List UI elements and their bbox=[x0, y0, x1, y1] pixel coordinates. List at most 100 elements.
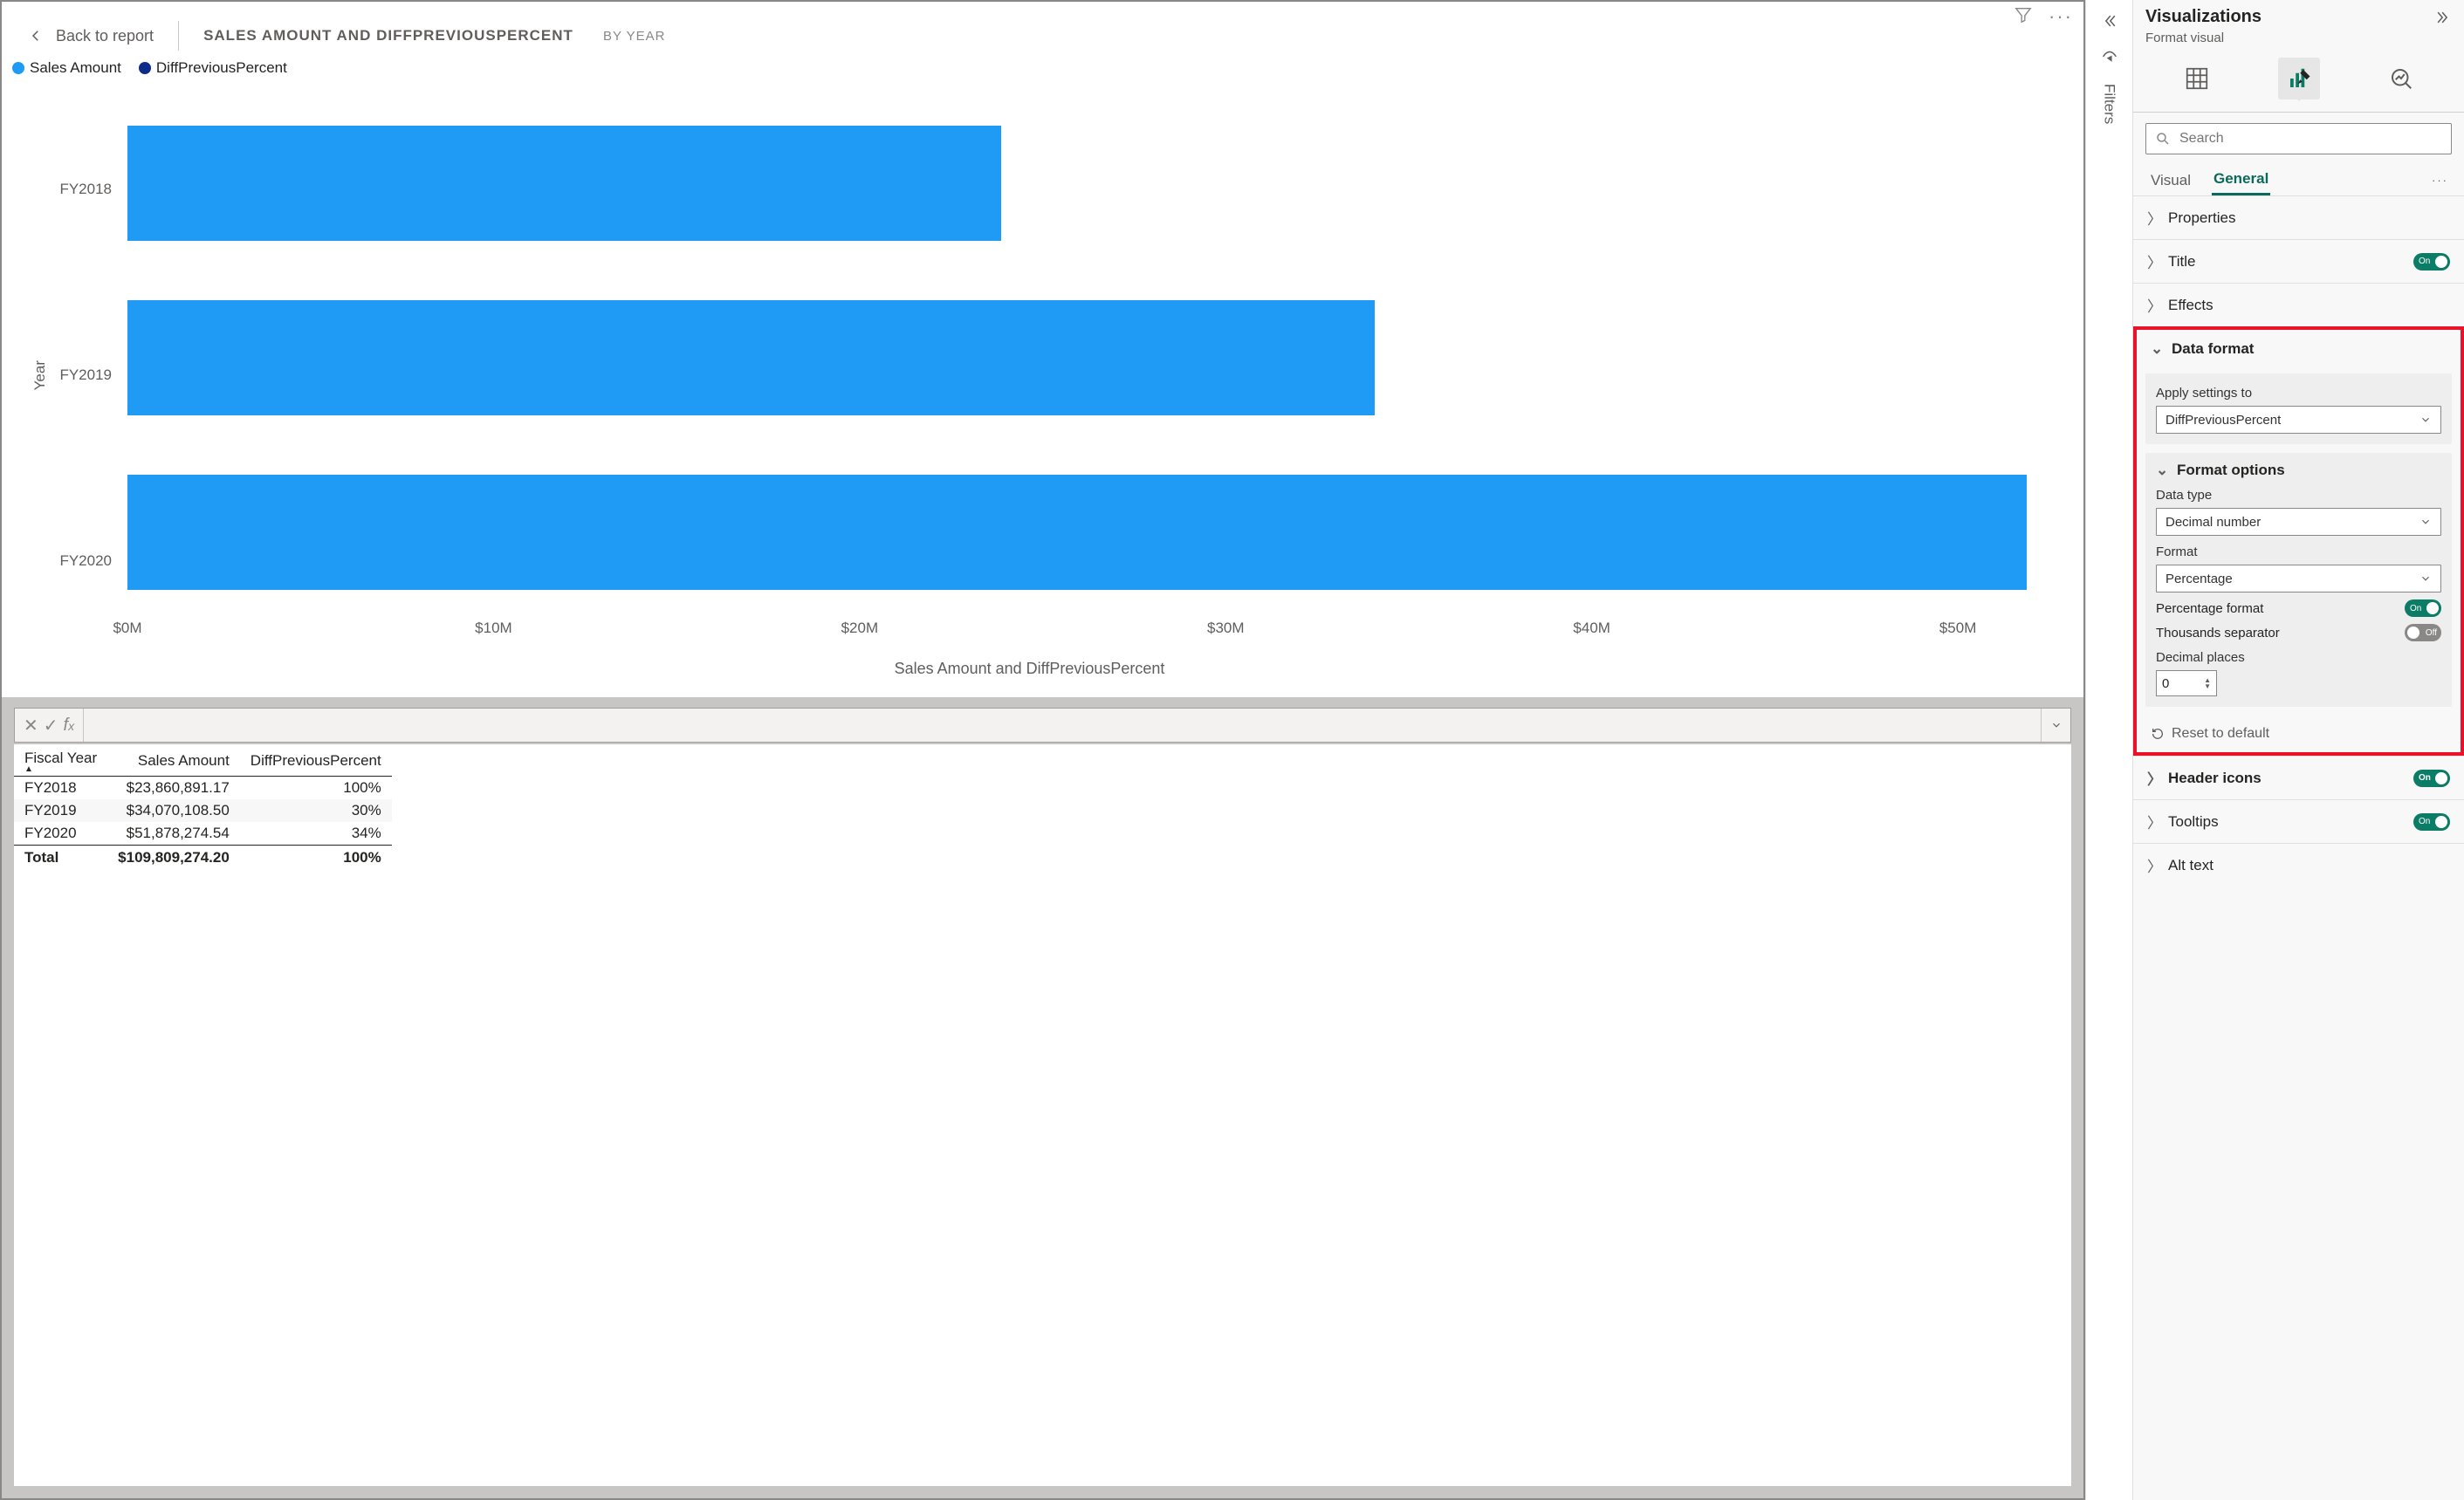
legend-item[interactable]: Sales Amount bbox=[12, 59, 121, 77]
x-tick: $10M bbox=[475, 620, 512, 637]
data-table-panel: ✕ ✓ fx Fiscal Year▲ Sales Amount DiffPre… bbox=[2, 697, 2083, 1498]
decimal-label: Decimal places bbox=[2156, 650, 2441, 665]
filters-rail[interactable]: Filters bbox=[2085, 0, 2132, 1500]
format-select[interactable]: Percentage bbox=[2156, 565, 2441, 592]
separator bbox=[178, 21, 179, 51]
cancel-icon[interactable]: ✕ bbox=[24, 715, 38, 736]
data-type-select[interactable]: Decimal number bbox=[2156, 508, 2441, 536]
sort-asc-icon: ▲ bbox=[24, 767, 97, 772]
section-data-format: ⌄ Data format Apply settings to DiffPrev… bbox=[2133, 326, 2464, 756]
stepper-icon[interactable]: ▲▼ bbox=[2204, 677, 2211, 689]
table-total-row: Total$109,809,274.20100% bbox=[14, 846, 392, 870]
tabs-more-icon[interactable]: ··· bbox=[2432, 174, 2448, 187]
chevron-right-icon: 〉 bbox=[2147, 811, 2159, 832]
data-format-header[interactable]: ⌄ Data format bbox=[2137, 330, 2461, 368]
chart-subtitle: BY YEAR bbox=[603, 29, 665, 44]
y-tick: FY2020 bbox=[49, 552, 112, 570]
legend-label: DiffPreviousPercent bbox=[156, 59, 287, 77]
chevron-right-icon: 〉 bbox=[2147, 207, 2159, 229]
commit-icon[interactable]: ✓ bbox=[44, 715, 58, 736]
visualizations-pane: Visualizations Format visual Visual Ge bbox=[2132, 0, 2464, 1500]
chevron-down-icon: ⌄ bbox=[2151, 340, 2163, 358]
table-row[interactable]: FY2018$23,860,891.17100% bbox=[14, 777, 392, 800]
chart-title: SALES AMOUNT AND DIFFPREVIOUSPERCENT bbox=[203, 27, 573, 45]
thousands-label: Thousands separator bbox=[2156, 626, 2280, 640]
tab-visual[interactable]: Visual bbox=[2149, 167, 2193, 195]
more-icon[interactable]: ··· bbox=[2049, 5, 2073, 28]
format-visual-tab[interactable] bbox=[2278, 58, 2320, 99]
format-tabs: Visual General ··· bbox=[2133, 165, 2464, 195]
reset-to-default-button[interactable]: Reset to default bbox=[2137, 716, 2461, 752]
data-table-wrap: Fiscal Year▲ Sales Amount DiffPreviousPe… bbox=[14, 744, 2071, 1486]
bar-row bbox=[127, 445, 2031, 620]
expand-icon[interactable] bbox=[2434, 9, 2452, 26]
formula-dropdown[interactable] bbox=[2041, 709, 2070, 742]
search-input[interactable] bbox=[2178, 130, 2442, 147]
y-tick: FY2019 bbox=[49, 366, 112, 384]
section-title[interactable]: 〉Title On bbox=[2133, 239, 2464, 283]
apply-settings-select[interactable]: DiffPreviousPercent bbox=[2156, 406, 2441, 434]
data-type-label: Data type bbox=[2156, 488, 2441, 503]
pct-format-toggle[interactable]: On bbox=[2405, 599, 2441, 617]
section-tooltips[interactable]: 〉Tooltips On bbox=[2133, 799, 2464, 843]
viz-pane-header: Visualizations bbox=[2133, 0, 2464, 31]
col-header[interactable]: DiffPreviousPercent bbox=[240, 744, 392, 777]
build-visual-tab[interactable] bbox=[2176, 58, 2218, 99]
y-axis-ticks: FY2018 FY2019 FY2020 bbox=[49, 96, 127, 654]
collapse-icon[interactable] bbox=[2101, 12, 2118, 30]
section-properties[interactable]: 〉Properties bbox=[2133, 195, 2464, 239]
table-row[interactable]: FY2019$34,070,108.5030% bbox=[14, 799, 392, 822]
legend-swatch bbox=[139, 62, 151, 74]
viz-mode-tabs bbox=[2133, 54, 2464, 99]
legend-item[interactable]: DiffPreviousPercent bbox=[139, 59, 287, 77]
bar-row bbox=[127, 96, 2031, 271]
format-label: Format bbox=[2156, 545, 2441, 559]
x-axis-title: Sales Amount and DiffPreviousPercent bbox=[28, 654, 2031, 688]
bar-row bbox=[127, 271, 2031, 445]
y-axis-title: Year bbox=[28, 360, 49, 390]
x-axis: $0M$10M$20M$30M$40M$50M bbox=[127, 620, 2031, 654]
x-tick: $20M bbox=[841, 620, 879, 637]
visual-toolbar: ··· bbox=[2014, 5, 2073, 28]
plot-area: $0M$10M$20M$30M$40M$50M bbox=[127, 96, 2031, 654]
bar[interactable] bbox=[127, 475, 2027, 590]
thousands-toggle[interactable]: Off bbox=[2405, 624, 2441, 641]
chevron-right-icon: 〉 bbox=[2147, 854, 2159, 876]
format-options-block: ⌄ Format options Data type Decimal numbe… bbox=[2145, 453, 2452, 707]
y-tick: FY2018 bbox=[49, 181, 112, 198]
fx-icon[interactable]: fx bbox=[64, 716, 75, 736]
chevron-down-icon bbox=[2419, 414, 2432, 426]
col-header[interactable]: Fiscal Year▲ bbox=[14, 744, 107, 777]
section-alt-text[interactable]: 〉Alt text bbox=[2133, 843, 2464, 887]
format-options-header[interactable]: ⌄ Format options bbox=[2156, 462, 2441, 484]
chevron-right-icon: 〉 bbox=[2147, 250, 2159, 272]
formula-buttons: ✕ ✓ fx bbox=[15, 709, 84, 742]
table-row[interactable]: FY2020$51,878,274.5434% bbox=[14, 822, 392, 846]
bookmark-icon[interactable] bbox=[2100, 45, 2119, 65]
analytics-tab[interactable] bbox=[2380, 58, 2422, 99]
search-box[interactable] bbox=[2145, 123, 2452, 154]
chevron-down-icon bbox=[2419, 516, 2432, 528]
section-header-icons[interactable]: 〉Header icons On bbox=[2133, 756, 2464, 799]
decimal-places-input[interactable]: 0 ▲▼ bbox=[2156, 670, 2217, 696]
filter-icon[interactable] bbox=[2014, 5, 2033, 28]
formula-input[interactable] bbox=[84, 709, 2041, 742]
bar[interactable] bbox=[127, 300, 1375, 415]
tooltips-toggle[interactable]: On bbox=[2413, 813, 2450, 831]
bar[interactable] bbox=[127, 126, 1001, 241]
pct-format-label: Percentage format bbox=[2156, 601, 2263, 616]
title-toggle[interactable]: On bbox=[2413, 253, 2450, 271]
back-to-report-button[interactable]: Back to report bbox=[28, 27, 154, 45]
table-header-row: Fiscal Year▲ Sales Amount DiffPreviousPe… bbox=[14, 744, 392, 777]
tab-general[interactable]: General bbox=[2212, 165, 2270, 195]
reset-icon bbox=[2151, 727, 2165, 741]
header-icons-toggle[interactable]: On bbox=[2413, 770, 2450, 787]
x-tick: $30M bbox=[1207, 620, 1245, 637]
section-effects[interactable]: 〉Effects bbox=[2133, 283, 2464, 326]
col-header[interactable]: Sales Amount bbox=[107, 744, 240, 777]
back-label: Back to report bbox=[56, 27, 154, 45]
chart-legend: Sales Amount DiffPreviousPercent bbox=[2, 59, 2083, 87]
viz-pane-subtitle: Format visual bbox=[2133, 31, 2464, 54]
x-tick: $40M bbox=[1573, 620, 1610, 637]
chevron-down-icon: ⌄ bbox=[2156, 462, 2168, 479]
